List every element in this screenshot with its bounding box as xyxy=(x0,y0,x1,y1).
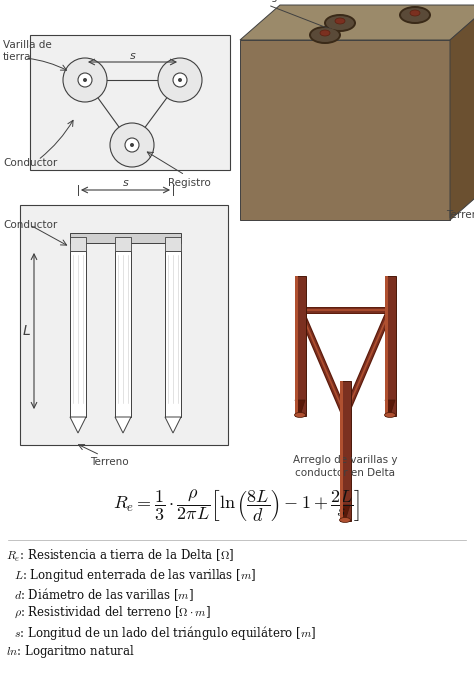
Polygon shape xyxy=(240,5,474,40)
Ellipse shape xyxy=(326,16,354,30)
Text: Registro: Registro xyxy=(168,178,211,188)
Bar xyxy=(340,381,343,521)
Text: s: s xyxy=(129,51,136,61)
Bar xyxy=(385,276,396,416)
Bar xyxy=(340,381,351,521)
Bar xyxy=(295,276,306,416)
Ellipse shape xyxy=(320,30,330,36)
Ellipse shape xyxy=(410,10,420,16)
Bar xyxy=(30,35,230,170)
Text: Conductor: Conductor xyxy=(3,220,57,230)
Text: Terreno: Terreno xyxy=(447,210,474,220)
Polygon shape xyxy=(165,417,181,433)
Ellipse shape xyxy=(294,412,306,417)
Bar xyxy=(165,251,181,417)
Text: $R_e$: Resistencia a tierra de la Delta [$\Omega$]: $R_e$: Resistencia a tierra de la Delta … xyxy=(6,548,234,564)
Bar xyxy=(70,233,181,243)
Text: Arreglo de varillas y
conductor en Delta: Arreglo de varillas y conductor en Delta xyxy=(293,455,397,478)
Bar xyxy=(115,251,131,417)
Circle shape xyxy=(178,78,182,82)
Ellipse shape xyxy=(384,412,395,417)
Text: $L$: Longitud enterrada de las varillas [$m$]: $L$: Longitud enterrada de las varillas … xyxy=(14,567,256,584)
Circle shape xyxy=(158,58,202,102)
Circle shape xyxy=(110,123,154,167)
Text: s: s xyxy=(123,178,128,188)
Ellipse shape xyxy=(309,26,341,44)
Bar xyxy=(20,205,228,445)
Text: $s$: Longitud de un lado del triángulo equilátero [$m$]: $s$: Longitud de un lado del triángulo e… xyxy=(14,624,316,642)
Ellipse shape xyxy=(335,18,345,24)
Polygon shape xyxy=(450,5,474,220)
Polygon shape xyxy=(240,40,450,220)
Text: Registro: Registro xyxy=(258,0,301,2)
Text: $ln$: Logaritmo natural: $ln$: Logaritmo natural xyxy=(6,643,135,660)
Bar xyxy=(165,237,181,251)
Bar xyxy=(70,237,86,251)
Ellipse shape xyxy=(339,518,350,523)
Bar xyxy=(385,276,388,416)
Bar xyxy=(115,237,131,251)
Polygon shape xyxy=(295,400,305,416)
Circle shape xyxy=(78,73,92,87)
Circle shape xyxy=(125,138,139,152)
Polygon shape xyxy=(115,417,131,433)
Ellipse shape xyxy=(311,28,339,42)
Bar xyxy=(295,276,298,416)
Text: Terreno: Terreno xyxy=(90,457,128,467)
Circle shape xyxy=(173,73,187,87)
Ellipse shape xyxy=(401,8,429,22)
Text: L: L xyxy=(22,324,30,338)
Text: $R_e = \dfrac{1}{3} \cdot \dfrac{\rho}{2\pi L}\left[\ln\left(\dfrac{8L}{d}\right: $R_e = \dfrac{1}{3} \cdot \dfrac{\rho}{2… xyxy=(113,487,361,523)
Polygon shape xyxy=(70,417,86,433)
Text: $d$: Diámetro de las varillas [$m$]: $d$: Diámetro de las varillas [$m$] xyxy=(14,586,194,603)
Bar xyxy=(70,251,86,417)
Polygon shape xyxy=(385,400,395,416)
Text: Conductor: Conductor xyxy=(3,158,57,168)
Ellipse shape xyxy=(399,6,431,24)
Circle shape xyxy=(83,78,87,82)
Circle shape xyxy=(130,143,134,147)
Polygon shape xyxy=(340,505,350,521)
Circle shape xyxy=(63,58,107,102)
Text: $\rho$: Resistividad del terreno [$\Omega \cdot m$]: $\rho$: Resistividad del terreno [$\Omeg… xyxy=(14,605,211,620)
Text: Varilla de
tierra: Varilla de tierra xyxy=(390,0,439,2)
Ellipse shape xyxy=(324,14,356,32)
Text: Varilla de
tierra: Varilla de tierra xyxy=(3,40,52,62)
